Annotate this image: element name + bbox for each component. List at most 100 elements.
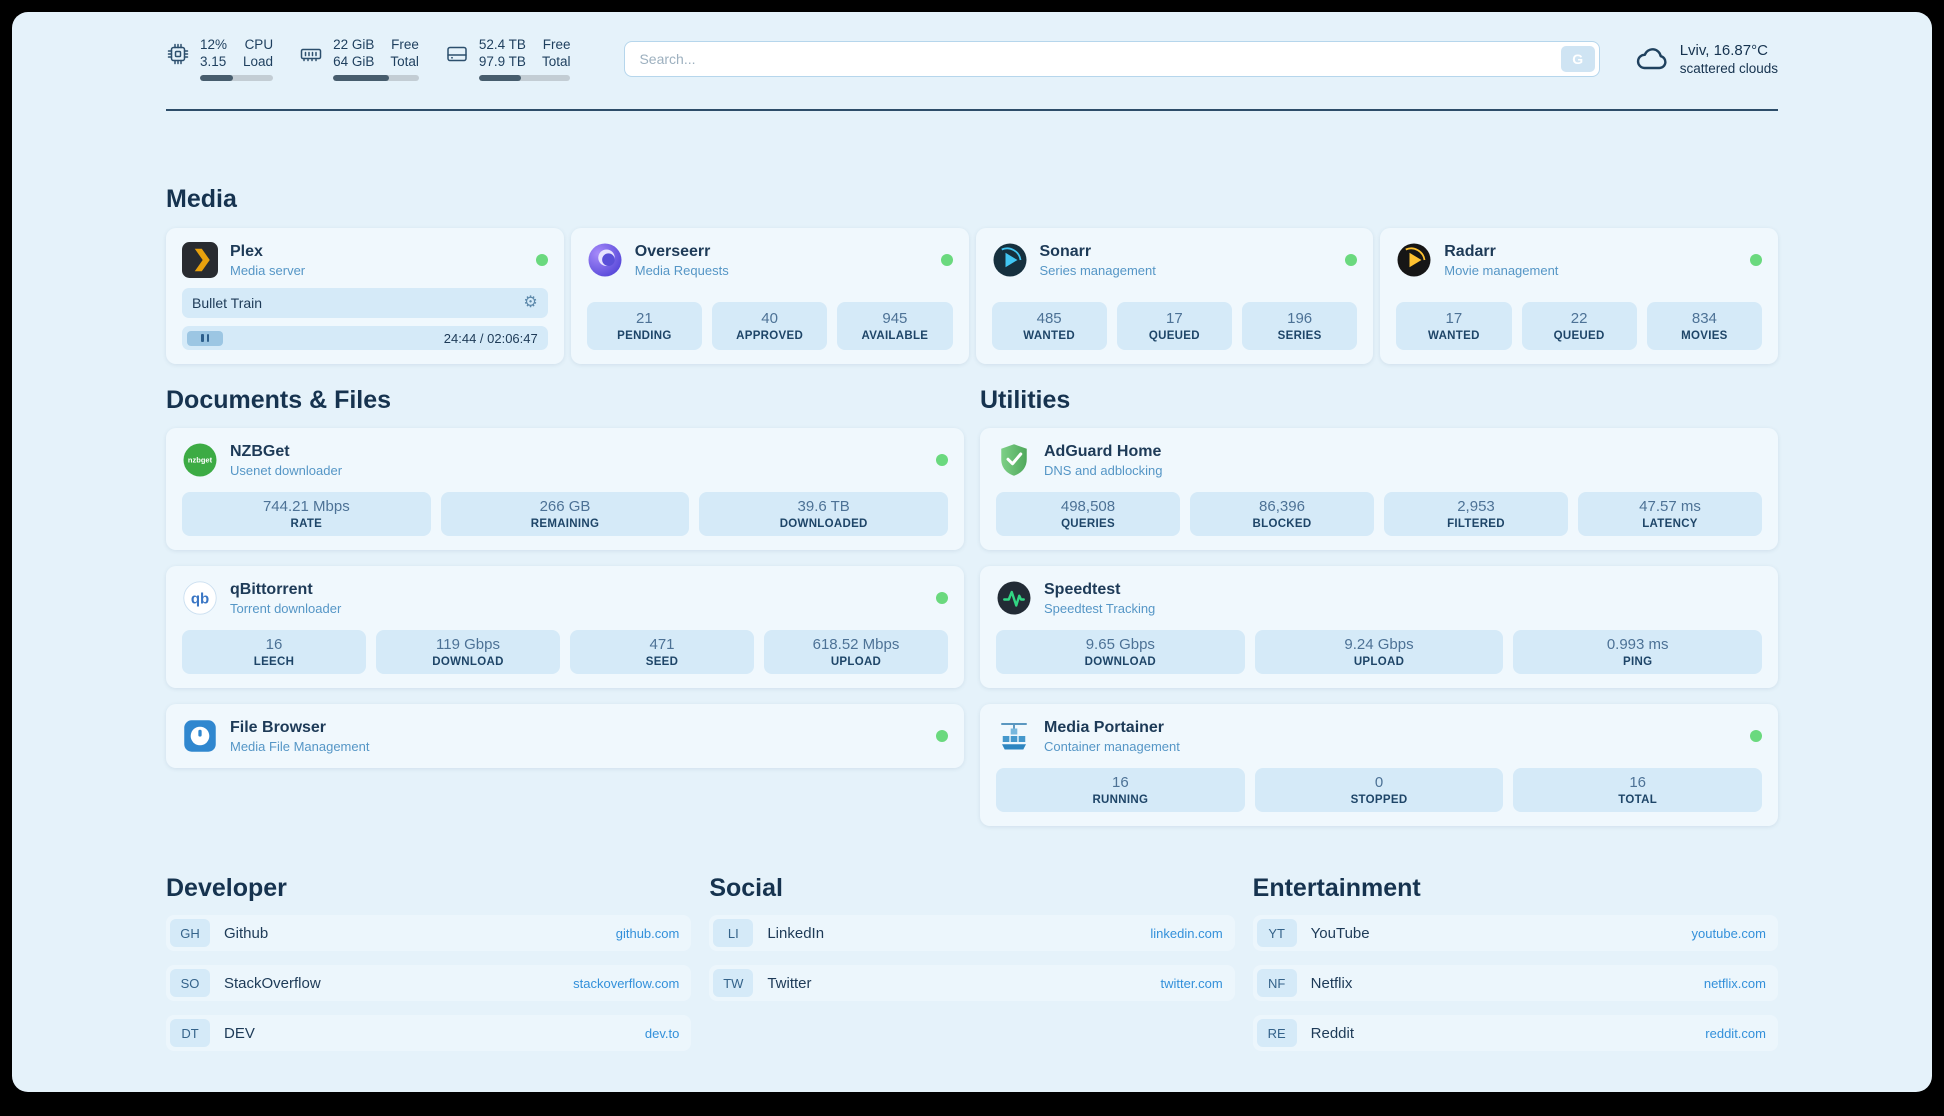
overseerr-icon: [587, 242, 623, 278]
cpu-progress-track: [200, 75, 274, 81]
stat-value: 22: [1570, 310, 1588, 327]
ram-total-value: 64 GiB: [333, 54, 375, 69]
sonarr-icon: [992, 242, 1028, 278]
stat-label: QUEUED: [1148, 330, 1200, 342]
bookmark-url[interactable]: stackoverflow.com: [573, 975, 680, 991]
stat-series: 196 SERIES: [1242, 302, 1358, 350]
stat-label: REMAINING: [530, 518, 600, 530]
reddit-icon: RE: [1256, 1019, 1297, 1047]
bookmark-url[interactable]: twitter.com: [1160, 975, 1223, 991]
service-name: Plex: [230, 243, 263, 260]
documents-column: Documents & Files nzbget NZBGet Usenet d…: [166, 386, 964, 768]
qbittorrent-icon: qb: [182, 580, 218, 616]
service-card-sonarr[interactable]: Sonarr Series management 485 WANTED 17 Q…: [975, 228, 1374, 364]
service-card-nzbget[interactable]: nzbget NZBGet Usenet downloader 744.21 M…: [166, 428, 964, 550]
stat-label: WANTED: [1428, 330, 1480, 342]
bookmark-reddit[interactable]: RE Reddit reddit.com: [1252, 1015, 1778, 1051]
stat-value: 618.52 Mbps: [812, 636, 900, 653]
stat-label: QUEUED: [1553, 330, 1605, 342]
service-card-adguard[interactable]: AdGuard Home DNS and adblocking 498,508 …: [980, 428, 1778, 550]
bookmark-linkedin[interactable]: LI LinkedIn linkedin.com: [709, 915, 1235, 951]
hard-disk-icon: [445, 42, 469, 66]
stat-ping: 0.993 ms PING: [1513, 630, 1763, 674]
service-card-qbittorrent[interactable]: qb qBittorrent Torrent downloader 16 LEE…: [166, 566, 964, 688]
stat-label: AVAILABLE: [861, 330, 929, 342]
service-subtitle: Media server: [230, 263, 306, 278]
stat-label: DOWNLOADED: [779, 518, 868, 530]
bookmark-url[interactable]: netflix.com: [1703, 975, 1766, 991]
status-online-dot: [936, 730, 948, 742]
stat-label: RUNNING: [1092, 794, 1149, 806]
search-input[interactable]: [624, 41, 1600, 77]
speedtest-icon: [996, 580, 1032, 616]
stat-value: 16: [1629, 774, 1647, 791]
cpu-chip-icon: [166, 42, 190, 66]
disk-free-label: Free: [542, 37, 571, 52]
bookmark-url[interactable]: dev.to: [644, 1025, 680, 1041]
service-card-plex[interactable]: Plex Media server Bullet Train ⚙ 24:44 /…: [166, 228, 564, 364]
bookmark-url[interactable]: youtube.com: [1691, 925, 1766, 941]
svg-text:qb: qb: [191, 591, 209, 608]
now-playing-row: Bullet Train ⚙: [182, 288, 548, 318]
service-card-radarr[interactable]: Radarr Movie management 17 WANTED 22 QUE…: [1380, 228, 1778, 364]
bookmark-github[interactable]: GH Github github.com: [166, 915, 692, 951]
stat-value: 9.24 Gbps: [1344, 636, 1414, 653]
stat-remaining: 266 GB REMAINING: [440, 492, 690, 536]
status-online-dot: [1750, 254, 1762, 266]
bookmark-url[interactable]: github.com: [615, 925, 680, 941]
bookmark-netflix[interactable]: NF Netflix netflix.com: [1252, 965, 1778, 1001]
stat-value: 744.21 Mbps: [262, 498, 350, 515]
section-title-documents: Documents & Files: [166, 386, 392, 414]
stat-label: SEED: [645, 656, 679, 668]
stat-value: 0.993 ms: [1606, 636, 1669, 653]
bookmark-youtube[interactable]: YT YouTube youtube.com: [1252, 915, 1778, 951]
now-playing-title: Bullet Train: [192, 295, 263, 311]
stat-wanted: 17 WANTED: [1396, 302, 1512, 350]
stat-label: TOTAL: [1618, 794, 1658, 806]
service-card-filebrowser[interactable]: File Browser Media File Management: [166, 704, 964, 768]
bookmark-twitter[interactable]: TW Twitter twitter.com: [709, 965, 1235, 1001]
service-card-portainer[interactable]: Media Portainer Container management 16 …: [980, 704, 1778, 826]
bookmark-url[interactable]: reddit.com: [1705, 1025, 1766, 1041]
stat-label: DOWNLOAD: [432, 656, 504, 668]
bookmark-url[interactable]: linkedin.com: [1150, 925, 1223, 941]
stat-value: 40: [761, 310, 778, 327]
stat-latency: 47.57 ms LATENCY: [1578, 492, 1762, 536]
stat-label: UPLOAD: [830, 656, 882, 668]
stat-value: 17: [1166, 310, 1183, 327]
section-title-entertainment: Entertainment: [1252, 874, 1421, 902]
playback-progress-bar[interactable]: 24:44 / 02:06:47: [182, 326, 548, 350]
radarr-icon: [1396, 242, 1432, 278]
search-bar: G: [624, 41, 1600, 77]
stat-wanted: 485 WANTED: [991, 302, 1107, 350]
ram-widget: 22 GiB Free 64 GiB Total: [299, 37, 419, 81]
pause-icon[interactable]: [187, 330, 223, 346]
weather-condition: scattered clouds: [1679, 61, 1778, 76]
search-engine-button[interactable]: G: [1560, 46, 1595, 72]
bookmarks-grid: Developer GH Github github.com SO StackO…: [166, 874, 1778, 1065]
stat-label: LEECH: [253, 656, 295, 668]
bookmark-name: DEV: [224, 1024, 255, 1042]
gear-icon[interactable]: ⚙: [523, 294, 538, 311]
dashboard-panel: 12% CPU 3.15 Load: [12, 12, 1932, 1092]
stat-stopped: 0 STOPPED: [1254, 768, 1504, 812]
plex-icon: [182, 242, 218, 278]
service-subtitle: Media File Management: [230, 739, 370, 754]
service-card-speedtest[interactable]: Speedtest Speedtest Tracking 9.65 Gbps D…: [980, 566, 1778, 688]
service-card-overseerr[interactable]: Overseerr Media Requests 21 PENDING 40 A…: [570, 228, 969, 364]
stat-value: 471: [649, 636, 675, 653]
stat-value: 21: [636, 310, 653, 327]
header-divider: [166, 109, 1778, 111]
svg-text:nzbget: nzbget: [188, 456, 213, 465]
service-subtitle: Series management: [1039, 263, 1156, 278]
bookmark-dev[interactable]: DT DEV dev.to: [166, 1015, 692, 1051]
bookmark-stackoverflow[interactable]: SO StackOverflow stackoverflow.com: [166, 965, 692, 1001]
stat-label: BLOCKED: [1252, 518, 1312, 530]
stat-label: RATE: [290, 518, 323, 530]
cloud-icon: [1634, 41, 1670, 77]
cpu-load-label: Load: [243, 54, 274, 69]
bookmark-group-developer: Developer GH Github github.com SO StackO…: [166, 874, 692, 1065]
service-name: File Browser: [230, 719, 327, 736]
service-name: Radarr: [1444, 243, 1496, 260]
stat-running: 16 RUNNING: [996, 768, 1245, 812]
